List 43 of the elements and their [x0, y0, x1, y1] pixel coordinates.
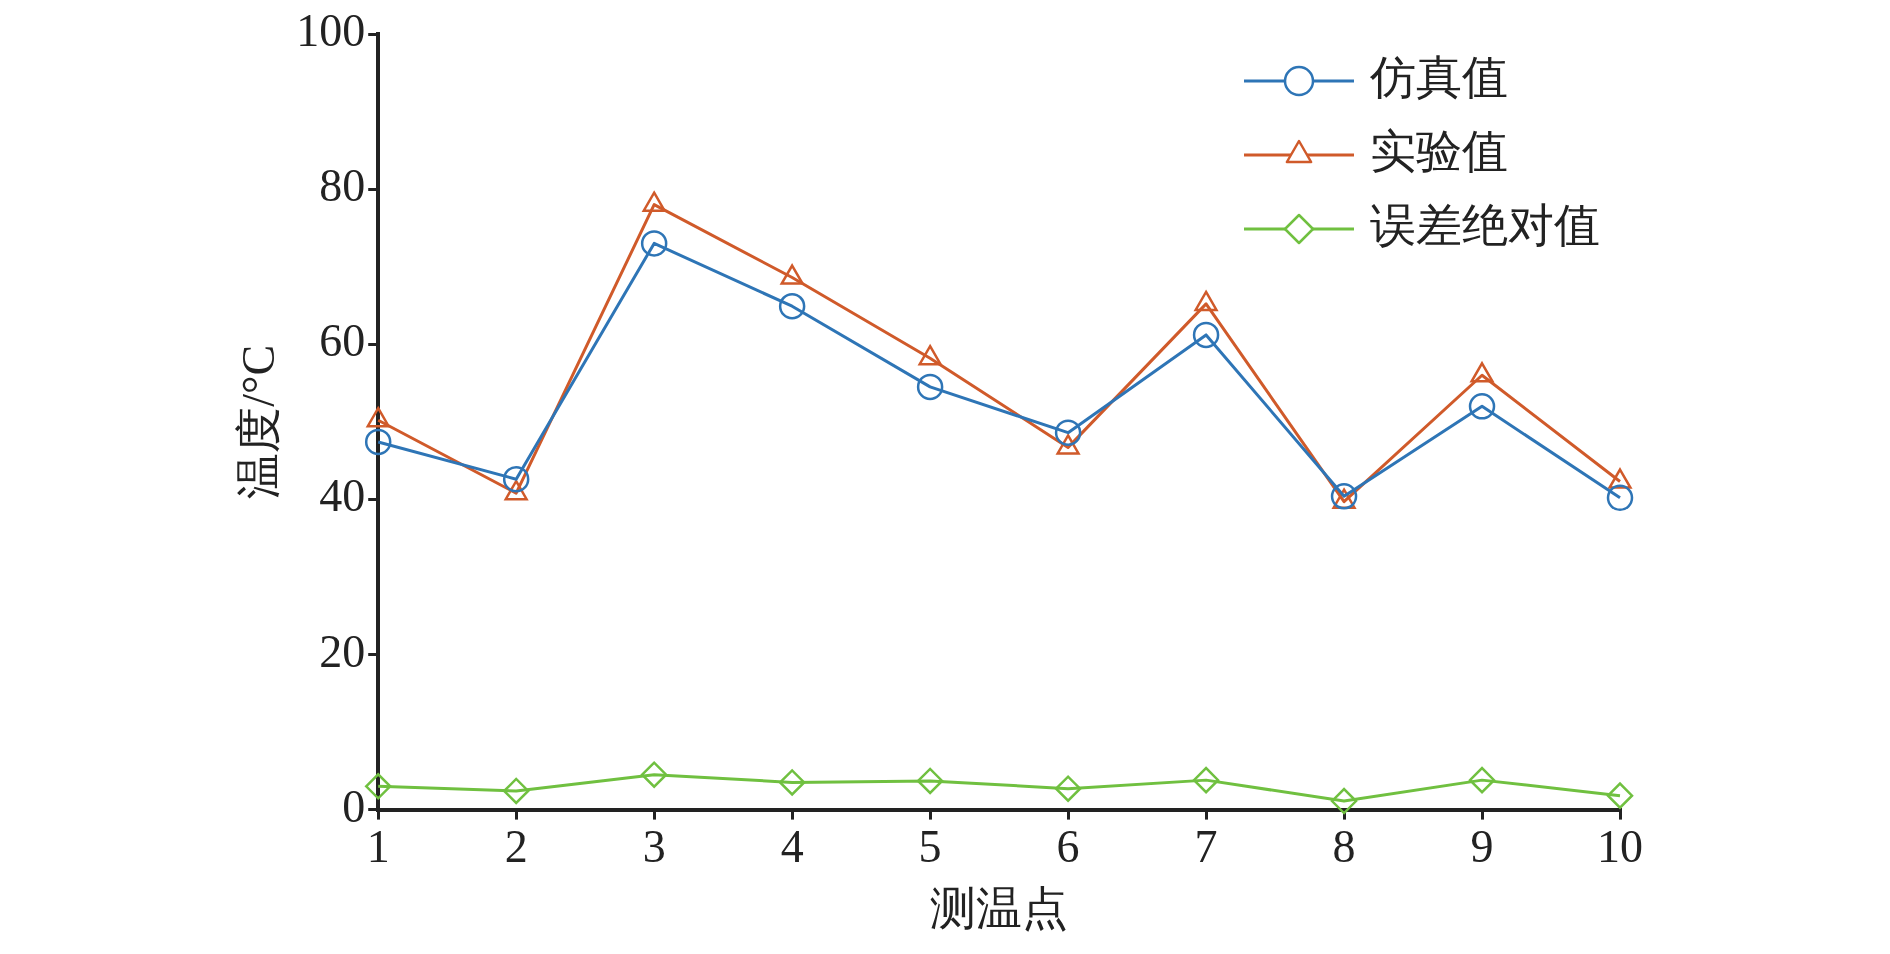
point — [1192, 766, 1220, 794]
x-tick-label: 1 — [366, 821, 390, 873]
point — [366, 407, 390, 428]
legend-label: 仿真值 — [1369, 52, 1508, 104]
point — [1606, 782, 1634, 809]
point — [502, 465, 530, 493]
point — [640, 761, 668, 788]
point — [1468, 766, 1496, 794]
x-tick-label: 8 — [1332, 821, 1356, 873]
x-tick-label: 5 — [918, 821, 942, 873]
y-tick-label: 40 — [319, 470, 366, 522]
x-axis-title: 测温点 — [930, 883, 1069, 935]
point — [1330, 787, 1358, 815]
point — [1330, 483, 1358, 510]
point — [918, 344, 942, 366]
x-tick-label: 3 — [642, 821, 666, 873]
y-tick-label: 80 — [319, 160, 366, 212]
point — [502, 777, 530, 805]
y-tick-label: 0 — [342, 780, 366, 832]
point — [642, 191, 666, 212]
y-axis-title: 温度/°C — [232, 344, 284, 499]
x-tick-label: 9 — [1470, 821, 1494, 873]
point — [778, 769, 806, 796]
point — [364, 773, 392, 800]
y-tick-label: 60 — [319, 315, 366, 367]
y-tick-label: 20 — [319, 625, 366, 677]
point — [1056, 434, 1080, 455]
x-tick-label: 2 — [504, 821, 528, 873]
y-tick-label: 100 — [296, 5, 366, 57]
x-tick-label: 4 — [780, 821, 804, 873]
point — [1054, 419, 1082, 446]
point — [780, 264, 804, 285]
legend-label: 误差绝对值 — [1370, 200, 1600, 252]
x-tick-label: 7 — [1194, 821, 1218, 873]
point — [916, 767, 944, 795]
point — [1054, 775, 1082, 802]
point — [1606, 484, 1634, 512]
point — [364, 428, 392, 456]
legend-label: 实验值 — [1370, 126, 1508, 178]
point — [1470, 362, 1494, 383]
point — [1194, 290, 1218, 312]
x-tick-label: 6 — [1056, 821, 1080, 873]
x-tick-label: 10 — [1597, 821, 1643, 873]
